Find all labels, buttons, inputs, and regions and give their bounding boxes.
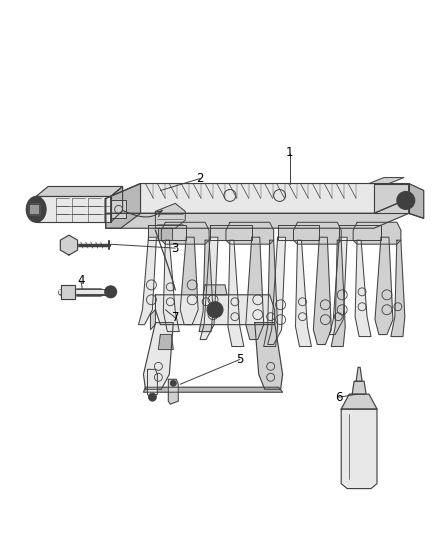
Polygon shape: [60, 235, 78, 255]
Polygon shape: [228, 240, 244, 346]
Polygon shape: [369, 177, 404, 183]
Polygon shape: [226, 222, 274, 244]
Polygon shape: [264, 240, 278, 346]
Polygon shape: [155, 295, 275, 325]
Polygon shape: [356, 367, 362, 381]
Polygon shape: [144, 387, 283, 392]
Polygon shape: [106, 198, 409, 228]
Circle shape: [397, 191, 415, 209]
Polygon shape: [352, 381, 366, 394]
Polygon shape: [148, 369, 157, 397]
Polygon shape: [155, 204, 185, 228]
Polygon shape: [374, 183, 409, 213]
Polygon shape: [409, 183, 424, 219]
Text: 5: 5: [236, 353, 244, 366]
Text: 7: 7: [172, 311, 179, 324]
Circle shape: [148, 393, 156, 401]
Circle shape: [207, 302, 223, 318]
Text: 4: 4: [77, 274, 85, 287]
Circle shape: [170, 380, 176, 386]
Polygon shape: [203, 285, 227, 295]
Polygon shape: [106, 183, 409, 213]
Text: 1: 1: [286, 146, 293, 159]
Ellipse shape: [26, 197, 46, 222]
Polygon shape: [159, 228, 172, 240]
Text: 3: 3: [172, 241, 179, 255]
Polygon shape: [331, 240, 345, 346]
Polygon shape: [111, 187, 123, 222]
Polygon shape: [144, 322, 173, 389]
Polygon shape: [161, 222, 209, 244]
Polygon shape: [159, 335, 173, 350]
Polygon shape: [339, 225, 381, 240]
Polygon shape: [329, 237, 347, 335]
Polygon shape: [36, 187, 123, 197]
Polygon shape: [180, 237, 198, 325]
Polygon shape: [341, 409, 377, 489]
Circle shape: [105, 286, 117, 298]
Polygon shape: [375, 237, 393, 335]
Polygon shape: [36, 197, 111, 222]
Polygon shape: [293, 222, 341, 244]
Polygon shape: [296, 240, 311, 346]
Polygon shape: [111, 200, 126, 219]
Polygon shape: [391, 240, 405, 336]
Polygon shape: [314, 237, 331, 344]
Polygon shape: [61, 285, 75, 299]
Polygon shape: [150, 310, 155, 329]
Polygon shape: [355, 240, 371, 336]
Polygon shape: [278, 225, 319, 240]
Polygon shape: [341, 394, 377, 409]
Polygon shape: [246, 237, 264, 340]
Polygon shape: [29, 204, 39, 214]
Polygon shape: [163, 240, 179, 332]
Polygon shape: [210, 225, 252, 240]
Polygon shape: [200, 237, 218, 340]
Polygon shape: [255, 322, 283, 389]
Polygon shape: [353, 222, 401, 244]
Text: 6: 6: [336, 391, 343, 403]
Polygon shape: [199, 240, 213, 332]
Polygon shape: [148, 225, 186, 240]
Polygon shape: [168, 379, 178, 404]
Ellipse shape: [30, 200, 42, 219]
Polygon shape: [138, 237, 156, 325]
Polygon shape: [268, 237, 286, 344]
Text: 2: 2: [196, 172, 204, 185]
Polygon shape: [106, 183, 141, 228]
